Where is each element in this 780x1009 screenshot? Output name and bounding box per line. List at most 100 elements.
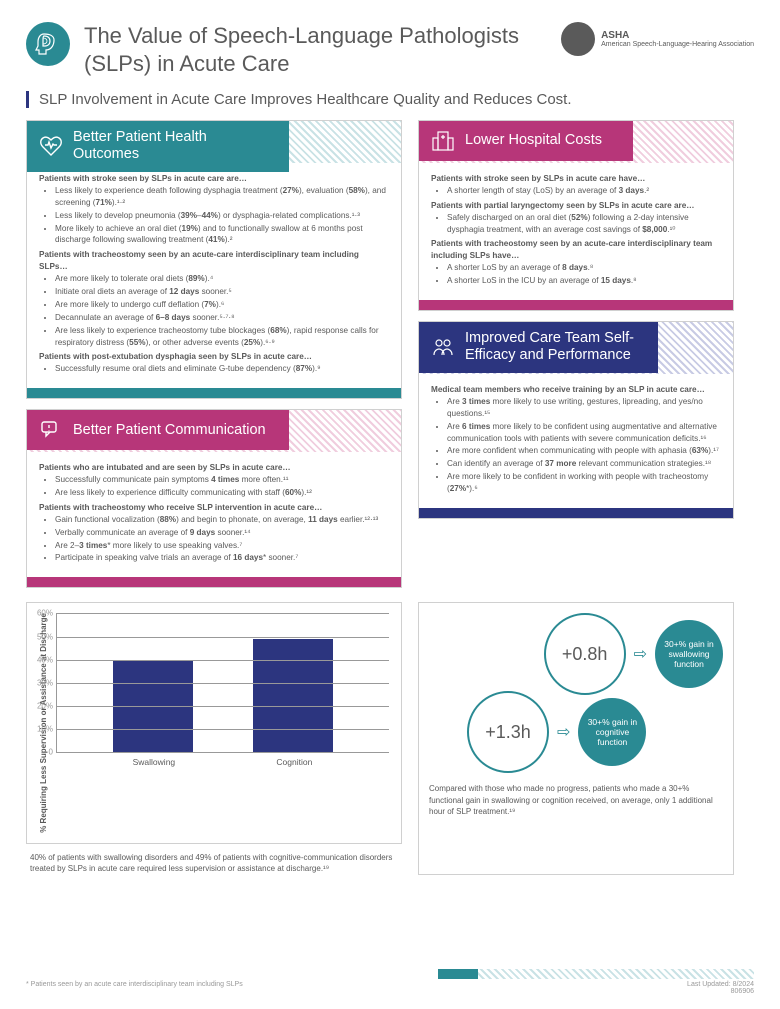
efficacy-header: Improved Care Team Self-Efficacy and Per… xyxy=(419,322,658,373)
efficacy-list-1: Are 3 times more likely to use writing, … xyxy=(431,396,721,495)
page-subtitle: SLP Involvement in Acute Care Improves H… xyxy=(39,91,754,108)
chart-ytick: 0 xyxy=(31,748,53,757)
right-column: Lower Hospital Costs Patients with strok… xyxy=(418,120,734,598)
outcomes-card: Better Patient Health Outcomes Patients … xyxy=(26,120,402,399)
efficacy-lead-1: Medical team members who receive trainin… xyxy=(431,384,721,396)
chart-container: % Requiring Less Supervision or Assistan… xyxy=(26,602,402,874)
outcomes-stripes: Better Patient Health Outcomes xyxy=(27,121,401,163)
chart-gridline xyxy=(57,729,389,730)
outcomes-body: Patients with stroke seen by SLPs in acu… xyxy=(27,163,401,388)
list-item: Decannulate an average of 6–8 days soone… xyxy=(55,312,389,324)
outcomes-title: Better Patient Health Outcomes xyxy=(73,129,277,164)
list-item: Are more likely to be confident in worki… xyxy=(447,471,721,495)
costs-body: Patients with stroke seen by SLPs in acu… xyxy=(419,163,733,300)
communication-list-1: Successfully communicate pain symptoms 4… xyxy=(39,474,389,499)
bubble-big-2: +1.3h xyxy=(467,691,549,773)
costs-list-3: A shorter LoS by an average of 8 days.⁸A… xyxy=(431,262,721,287)
communication-title: Better Patient Communication xyxy=(73,422,266,439)
communication-card: Better Patient Communication Patients wh… xyxy=(26,409,402,588)
chart-gridline xyxy=(57,660,389,661)
outcomes-lead-2: Patients with tracheostomy seen by an ac… xyxy=(39,249,389,273)
costs-footer-bar xyxy=(419,300,733,310)
subtitle-bar: SLP Involvement in Acute Care Improves H… xyxy=(26,91,754,108)
list-item: Verbally communicate an average of 9 day… xyxy=(55,527,389,539)
chart-bar xyxy=(253,639,333,753)
list-item: Successfully resume oral diets and elimi… xyxy=(55,363,389,375)
list-item: Are less likely to experience difficulty… xyxy=(55,487,389,499)
communication-list-2: Gain functional vocalization (88%) and b… xyxy=(39,514,389,565)
chart-ytick: 30% xyxy=(31,678,53,687)
team-icon xyxy=(431,335,455,359)
bubble-small-2: 30+% gain in cognitive function xyxy=(578,698,646,766)
speech-bubble-icon xyxy=(39,418,63,442)
asha-logo-icon xyxy=(561,22,595,56)
communication-header: Better Patient Communication xyxy=(27,410,289,450)
outcomes-header: Better Patient Health Outcomes xyxy=(27,121,289,172)
bubbles-box: +0.8h ⇨ 30+% gain in swallowing function… xyxy=(418,602,734,874)
list-item: Successfully communicate pain symptoms 4… xyxy=(55,474,389,486)
list-item: Are more confident when communicating wi… xyxy=(447,445,721,457)
efficacy-card: Improved Care Team Self-Efficacy and Per… xyxy=(418,321,734,519)
page-title: The Value of Speech-Language Pathologist… xyxy=(84,22,547,77)
communication-lead-2: Patients with tracheostomy who receive S… xyxy=(39,502,389,514)
asha-logo: ASHAAmerican Speech-Language-Hearing Ass… xyxy=(561,22,754,56)
efficacy-body: Medical team members who receive trainin… xyxy=(419,374,733,508)
bubble-row-1: +0.8h ⇨ 30+% gain in swallowing function xyxy=(544,613,723,695)
footer-code: 806906 xyxy=(731,988,754,995)
bubble-big-1: +0.8h xyxy=(544,613,626,695)
communication-lead-1: Patients who are intubated and are seen … xyxy=(39,462,389,474)
costs-stripes: Lower Hospital Costs xyxy=(419,121,733,163)
chart-gridline xyxy=(57,752,389,753)
list-item: Are less likely to experience tracheosto… xyxy=(55,325,389,349)
costs-lead-1: Patients with stroke seen by SLPs in acu… xyxy=(431,173,721,185)
outcomes-lead-1: Patients with stroke seen by SLPs in acu… xyxy=(39,173,389,185)
outcomes-footer-bar xyxy=(27,388,401,398)
chart-x-ticks: SwallowingCognition xyxy=(56,753,389,767)
list-item: More likely to achieve an oral diet (19%… xyxy=(55,223,389,247)
main-columns: Better Patient Health Outcomes Patients … xyxy=(26,120,754,598)
costs-header: Lower Hospital Costs xyxy=(419,121,633,161)
list-item: Less likely to experience death followin… xyxy=(55,185,389,209)
list-item: Are 6 times more likely to be confident … xyxy=(447,421,721,445)
hospital-icon xyxy=(431,129,455,153)
chart-gridline xyxy=(57,683,389,684)
head-profile-icon xyxy=(26,22,70,66)
chart-y-axis-label: % Requiring Less Supervision or Assistan… xyxy=(39,613,48,833)
list-item: Initiate oral diets an average of 12 day… xyxy=(55,286,389,298)
chart-gridline xyxy=(57,613,389,614)
chart-caption: 40% of patients with swallowing disorder… xyxy=(26,852,402,874)
page-footer: * Patients seen by an acute care interdi… xyxy=(26,981,754,995)
list-item: A shorter length of stay (LoS) by an ave… xyxy=(447,185,721,197)
communication-body: Patients who are intubated and are seen … xyxy=(27,452,401,577)
chart-gridline xyxy=(57,706,389,707)
chart-ytick: 40% xyxy=(31,655,53,664)
communication-footer-bar xyxy=(27,577,401,587)
chart-xtick: Cognition xyxy=(276,757,312,767)
bubble-small-1: 30+% gain in swallowing function xyxy=(655,620,723,688)
list-item: Are 2–3 times* more likely to use speaki… xyxy=(55,540,389,552)
chart-area: 010%20%30%40%50%60% SwallowingCognition xyxy=(56,613,389,833)
arrow-icon: ⇨ xyxy=(557,722,570,742)
outcomes-lead-3: Patients with post-extubation dysphagia … xyxy=(39,351,389,363)
footer-note: * Patients seen by an acute care interdi… xyxy=(26,981,243,995)
chart-plot: 010%20%30%40%50%60% xyxy=(56,613,389,753)
costs-lead-2: Patients with partial laryngectomy seen … xyxy=(431,200,721,212)
left-column: Better Patient Health Outcomes Patients … xyxy=(26,120,402,598)
footer-updated: Last Updated: 8/2024 xyxy=(687,981,754,988)
bottom-row: % Requiring Less Supervision or Assistan… xyxy=(26,602,754,874)
efficacy-stripes: Improved Care Team Self-Efficacy and Per… xyxy=(419,322,733,374)
list-item: A shorter LoS by an average of 8 days.⁸ xyxy=(447,262,721,274)
chart-ytick: 50% xyxy=(31,632,53,641)
list-item: Are more likely to tolerate oral diets (… xyxy=(55,273,389,285)
costs-list-1: A shorter length of stay (LoS) by an ave… xyxy=(431,185,721,197)
efficacy-footer-bar xyxy=(419,508,733,518)
costs-title: Lower Hospital Costs xyxy=(465,132,602,149)
efficacy-title: Improved Care Team Self-Efficacy and Per… xyxy=(465,330,646,365)
arrow-icon: ⇨ xyxy=(634,644,647,664)
bubble-row-2: +1.3h ⇨ 30+% gain in cognitive function xyxy=(467,691,723,773)
list-item: Participate in speaking valve trials an … xyxy=(55,552,389,564)
chart-gridline xyxy=(57,637,389,638)
communication-stripes: Better Patient Communication xyxy=(27,410,401,452)
list-item: Safely discharged on an oral diet (52%) … xyxy=(447,212,721,236)
list-item: Are more likely to undergo cuff deflatio… xyxy=(55,299,389,311)
